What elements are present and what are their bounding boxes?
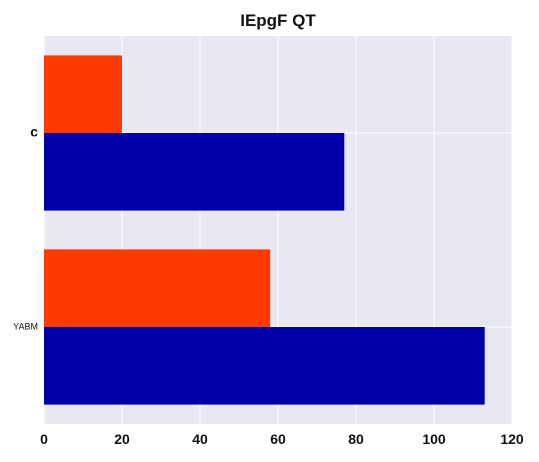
x-tick-label: 60 (270, 431, 286, 447)
x-tick-label: 120 (500, 431, 524, 447)
x-tick-label: 20 (114, 431, 130, 447)
bar-YABM-series-1 (44, 249, 271, 327)
bars (44, 55, 485, 405)
y-tick-label: c (30, 124, 38, 140)
y-axis-ticks: YABM c (13, 124, 38, 332)
bar-c-series-1 (44, 55, 122, 133)
x-tick-label: 0 (40, 431, 48, 447)
x-tick-label: 40 (192, 431, 208, 447)
chart-title: IEpgF QT (240, 11, 316, 30)
bar-YABM-series-0 (44, 327, 485, 405)
y-tick-label: YABM (13, 321, 38, 331)
bar-c-series-0 (44, 133, 345, 211)
x-tick-label: 80 (348, 431, 364, 447)
x-axis-ticks: 0 20 40 60 80 100 120 (40, 431, 524, 447)
x-tick-label: 100 (422, 431, 446, 447)
